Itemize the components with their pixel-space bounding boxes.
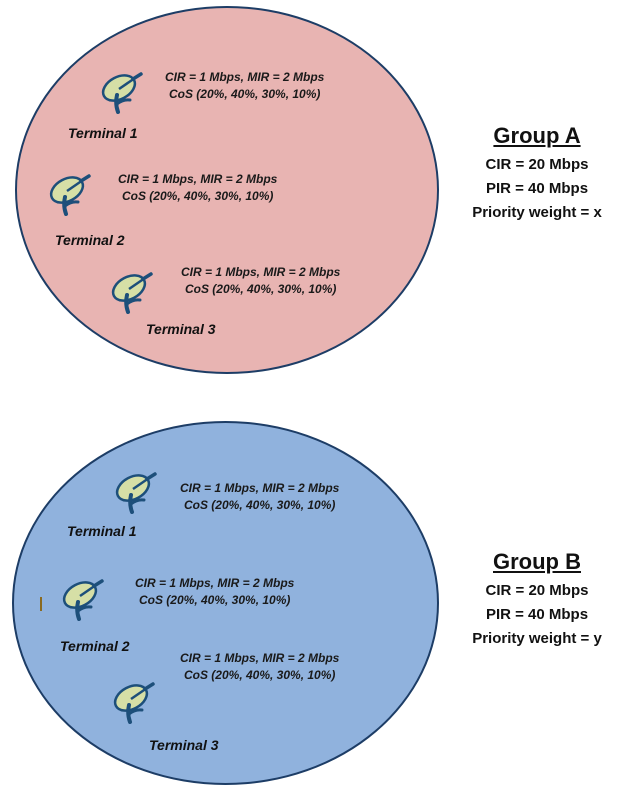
terminal-b1-cos: CoS (20%, 40%, 30%, 10%) — [183, 498, 336, 512]
group-a-cir: CIR = 20 Mbps — [485, 156, 589, 173]
terminal-b3-cos: CoS (20%, 40%, 30%, 10%) — [183, 668, 336, 682]
group-b-info: Group B CIR = 20 Mbps PIR = 40 Mbps Prio… — [447, 548, 627, 651]
group-a-title: Group A — [493, 123, 581, 148]
satellite-dish-icon — [109, 678, 155, 724]
group-b-cir: CIR = 20 Mbps — [485, 582, 589, 599]
group-a-pir: PIR = 40 Mbps — [485, 180, 589, 197]
group-a-priority: Priority weight = x — [472, 204, 602, 221]
group-b-priority: Priority weight = y — [472, 630, 602, 647]
terminal-b2-rates: CIR = 1 Mbps, MIR = 2 Mbps — [135, 576, 295, 590]
group-a-info: Group A CIR = 20 Mbps PIR = 40 Mbps Prio… — [447, 122, 627, 225]
terminal-b3-rates: CIR = 1 Mbps, MIR = 2 Mbps — [180, 651, 340, 665]
terminal-b3-specs: CIR = 1 Mbps, MIR = 2 Mbps CoS (20%, 40%… — [180, 650, 339, 684]
terminal-b1-rates: CIR = 1 Mbps, MIR = 2 Mbps — [180, 481, 340, 495]
terminal-a3-label: Terminal 3 — [146, 321, 216, 337]
group-b-title: Group B — [493, 549, 581, 574]
terminal-a2-rates: CIR = 1 Mbps, MIR = 2 Mbps — [118, 172, 278, 186]
text-cursor — [40, 597, 42, 611]
terminal-b2-specs: CIR = 1 Mbps, MIR = 2 Mbps CoS (20%, 40%… — [135, 575, 294, 609]
terminal-a1-rates: CIR = 1 Mbps, MIR = 2 Mbps — [165, 70, 325, 84]
terminal-a2-label: Terminal 2 — [55, 232, 125, 248]
terminal-a3-cos: CoS (20%, 40%, 30%, 10%) — [184, 282, 337, 296]
terminal-a3-rates: CIR = 1 Mbps, MIR = 2 Mbps — [181, 265, 341, 279]
group-b-pir: PIR = 40 Mbps — [485, 606, 589, 623]
satellite-dish-icon — [58, 575, 104, 621]
satellite-dish-icon — [97, 68, 143, 114]
terminal-b1-label: Terminal 1 — [67, 523, 137, 539]
terminal-b2-label: Terminal 2 — [60, 638, 130, 654]
terminal-b2-cos: CoS (20%, 40%, 30%, 10%) — [138, 593, 291, 607]
terminal-b1-specs: CIR = 1 Mbps, MIR = 2 Mbps CoS (20%, 40%… — [180, 480, 339, 514]
satellite-dish-icon — [107, 268, 153, 314]
group-a-ellipse — [15, 6, 439, 374]
terminal-a1-label: Terminal 1 — [68, 125, 138, 141]
terminal-a1-cos: CoS (20%, 40%, 30%, 10%) — [168, 87, 321, 101]
terminal-a1-specs: CIR = 1 Mbps, MIR = 2 Mbps CoS (20%, 40%… — [165, 69, 324, 103]
terminal-a2-cos: CoS (20%, 40%, 30%, 10%) — [121, 189, 274, 203]
satellite-dish-icon — [45, 170, 91, 216]
satellite-dish-icon — [111, 468, 157, 514]
terminal-b3-label: Terminal 3 — [149, 737, 219, 753]
terminal-a2-specs: CIR = 1 Mbps, MIR = 2 Mbps CoS (20%, 40%… — [118, 171, 277, 205]
terminal-a3-specs: CIR = 1 Mbps, MIR = 2 Mbps CoS (20%, 40%… — [181, 264, 340, 298]
